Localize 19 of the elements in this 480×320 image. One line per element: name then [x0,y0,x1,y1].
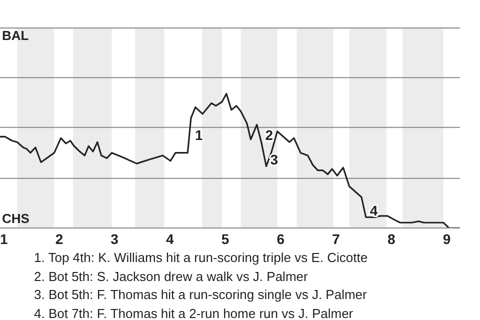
annotation: 1 [194,127,203,144]
text: BAL [2,28,29,43]
annotation: CHS [2,211,30,226]
annotation: 2 [265,127,274,144]
text: 2. Bot 5th: S. Jackson drew a walk vs J. Palmer [34,268,309,286]
x-tick-label: 1 [0,230,8,247]
text: 1. Top 4th: K. Williams hit a run-scoring triple vs E. Cicotte [34,249,369,267]
x-tick-label: 9 [442,230,451,247]
x-tick-label: 7 [332,230,340,247]
x-tick-label: 8 [387,230,396,247]
text: 3. Bot 5th: F. Thomas hit a run-scoring single vs J. Palmer [34,286,368,304]
x-tick-label: 2 [55,230,64,247]
text: 4. Bot 7th: F. Thomas hit a 2-run home run vs J. Palmer [34,304,354,320]
annotation: 3 [270,151,278,168]
x-tick-label: 6 [276,230,285,247]
x-tick-label: 4 [166,230,174,247]
x-tick-label: 3 [110,230,119,247]
annotation: 4 [370,202,378,218]
x-tick-label: 5 [221,230,230,247]
